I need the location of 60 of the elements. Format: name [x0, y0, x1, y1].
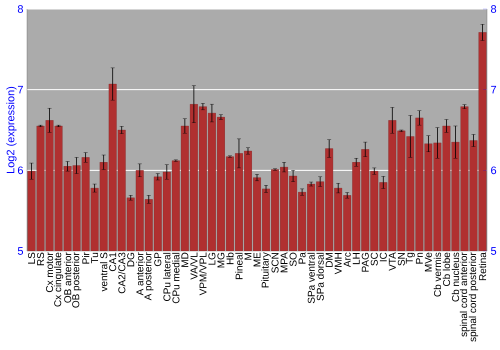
y2-tick-label: 8 [491, 5, 496, 13]
x-tick-label: LH [352, 253, 360, 264]
x-tick-label: VA/VL [190, 252, 198, 280]
x-tick-label: Retina [478, 252, 486, 280]
x-tick-label: DM [326, 253, 333, 267]
y-axis-title: Log2 (expression) [6, 86, 17, 173]
x-tick-label: RS [37, 252, 44, 266]
x-tick-label: VPM/VPL [199, 252, 207, 296]
x-tick-label: Hb [226, 252, 234, 264]
x-tick-label: Pir [82, 252, 90, 264]
x-tick-label: GP [154, 252, 162, 266]
x-tick-label: DG [127, 252, 134, 266]
x-tick-label: A anterior [136, 252, 144, 296]
x-tick-label: Tg [406, 252, 415, 264]
x-tick-label: Cb nucleus [452, 252, 460, 302]
x-tick-label: Pituitary [261, 252, 271, 288]
x-tick-label: MG [217, 252, 224, 268]
x-tick-label: MD [181, 252, 188, 267]
x-tick-label: A posterior [144, 252, 154, 300]
x-tick-label: CPu medial [172, 252, 180, 304]
x-tick-label: ventral S [100, 252, 108, 292]
x-tick-label: CA2/CA3 [118, 252, 126, 294]
x-tick-label: SCN [272, 253, 279, 273]
x-tick-label: CA1 [109, 252, 116, 272]
y-tick-label: 6 [18, 166, 23, 174]
x-tick-label: Cx cingulate [54, 252, 64, 307]
x-tick-label: IC [380, 252, 387, 262]
x-tick-label: Arc [344, 252, 351, 268]
x-tick-label: spinal cord anterior [460, 252, 470, 337]
y2-tick-label: 7 [491, 86, 496, 94]
x-tick-label: MVe [424, 252, 432, 272]
x-tick-label: SN [398, 253, 405, 266]
x-tick-label: LG [208, 252, 216, 265]
y-tick-label: 7 [18, 86, 23, 94]
x-tick-label: Pn [416, 252, 423, 264]
x-tick-label: PAG [362, 252, 369, 272]
x-tick-label: LS [28, 252, 36, 264]
x-tick-label: VTA [388, 252, 396, 271]
x-tick-label: Pineal [235, 252, 243, 280]
y-tick-label: 5 [18, 247, 24, 255]
x-tick-label: Cb lobe [442, 252, 450, 286]
x-tick-label: SC [370, 252, 378, 266]
x-tick-label: Cx motor [46, 252, 54, 292]
x-tick-label: Pa [298, 252, 306, 264]
x-tick-label: SPa dorsal [316, 252, 324, 300]
x-tick-label: spinal cord posterior [468, 252, 478, 342]
x-tick-label: Tu [91, 252, 98, 264]
x-tick-label: Cb vermis [434, 252, 442, 297]
x-tick-label: OB anterior [64, 252, 72, 303]
x-tick-label: ME [254, 252, 260, 266]
x-tick-label: OB posterior [72, 252, 82, 308]
x-tick-label: CPu lateral [163, 252, 170, 301]
x-tick-label: M [244, 253, 252, 260]
x-tick-label: VMH [334, 253, 342, 274]
x-tick-label: MPA [280, 252, 288, 272]
x-tick-label: SPa ventral [307, 252, 315, 304]
y2-tick-label: 5 [490, 247, 496, 255]
x-tick-label: SO [290, 252, 297, 266]
y2-tick-label: 6 [491, 166, 496, 174]
y-tick-label: 8 [18, 5, 23, 13]
